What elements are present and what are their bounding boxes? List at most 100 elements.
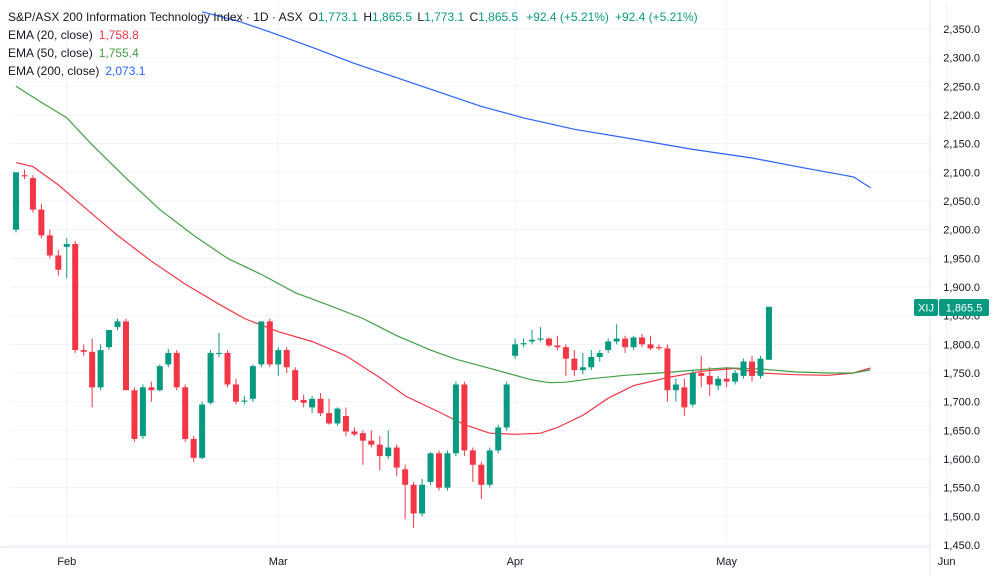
candle-body [520,343,527,345]
y-tick-label: 2,300.0 [943,53,980,65]
candle-body [478,464,485,485]
candle-body [38,209,45,236]
candle-body [258,321,265,365]
y-tick-label: 2,050.0 [943,196,980,208]
candle-body [495,427,502,451]
candle-body [249,366,256,399]
candle-body [512,344,519,356]
candle-body [554,345,561,348]
candle-body [402,469,409,485]
y-tick-label: 1,900.0 [943,282,980,294]
legend-ema-50[interactable]: EMA (50, close) 1,755.4 [8,44,698,62]
ema-200-value: 2,073.1 [105,64,146,78]
candle-body [46,235,53,256]
legend-ema-200[interactable]: EMA (200, close) 2,073.1 [8,62,698,80]
y-tick-label: 1,500.0 [943,511,980,523]
ohlc-close-value: 1,865.5 [478,10,519,24]
candle-body [385,447,392,457]
y-tick-label: 1,550.0 [943,483,980,495]
y-tick-label: 2,250.0 [943,81,980,93]
candle-body [148,387,155,391]
y-tick-label: 1,950.0 [943,253,980,265]
ohlc-low-value: 1,773.1 [424,10,465,24]
y-tick-label: 2,000.0 [943,225,980,237]
candle-body [529,339,536,342]
candle-body [55,255,62,270]
x-tick-label: Apr [507,556,524,568]
ohlc-high-value: 1,865.5 [372,10,413,24]
candle-body [165,352,172,365]
ema-200-label: EMA (200, close) [8,64,100,78]
candle-body [122,321,129,391]
candle-body [605,341,612,351]
candle-body [275,350,282,365]
candle-body [139,387,146,437]
candle-body [427,453,434,482]
x-axis: Feb Mar Apr May Jun [57,556,955,568]
y-tick-label: 1,650.0 [943,425,980,437]
legend-ema-20[interactable]: EMA (20, close) 1,758.8 [8,26,698,44]
candle-body [486,450,493,485]
ema-20-value: 1,758.8 [98,28,139,42]
legend-symbol-row[interactable]: S&P/ASX 200 Information Technology Index… [8,8,698,26]
y-tick-label: 2,200.0 [943,110,980,122]
chart-legend: S&P/ASX 200 Information Technology Index… [8,8,698,80]
candle-body [309,398,316,408]
ohlc-open-key: O [308,10,318,24]
candle-body [29,178,36,210]
candle-body [97,350,104,388]
candle-body [503,384,510,428]
candle-body [622,338,629,348]
candle-body [436,453,442,488]
candle-body [342,416,349,432]
candle-body [706,375,713,385]
candle-body [749,361,756,376]
ohlc-high-key: H [363,10,373,24]
candle-body [596,352,603,357]
candle-body [326,413,333,424]
candle-body [216,352,223,354]
ema-line [15,85,871,384]
candle-body [173,352,180,388]
candle-body [232,384,239,402]
candle-body [469,450,476,465]
candle-body [63,244,70,247]
candle-body [562,347,569,359]
candle-body [21,175,28,177]
ohlc-close-key: C [469,10,479,24]
x-tick-label: Mar [269,556,288,568]
y-tick-label: 1,800.0 [943,339,980,351]
candle-body [317,398,324,414]
x-tick-label: Jun [938,556,956,568]
candle-body [283,350,290,368]
candle-body [647,344,654,349]
y-tick-label: 1,750.0 [943,368,980,380]
candle-body [655,347,662,349]
candle-body [300,399,307,403]
candle-body [106,330,113,348]
price-change-secondary: +92.4 (+5.21%) [614,10,698,24]
candle-body [698,373,705,376]
candle-body [444,453,451,488]
price-badge: XIJ 1,865.5 [914,299,989,316]
candle-body [292,370,299,400]
candle-body [732,373,739,382]
candle-body [757,358,764,376]
y-tick-label: 2,100.0 [943,167,980,179]
y-tick-label: 1,700.0 [943,397,980,409]
candle-body [630,337,637,348]
ema-50-value: 1,755.4 [98,46,139,60]
candle-body [579,367,586,371]
symbol-title[interactable]: S&P/ASX 200 Information Technology Index… [8,10,303,24]
candle-body [359,433,366,441]
y-tick-label: 2,350.0 [943,24,980,36]
candle-body [689,373,696,405]
candle-body [393,447,400,468]
y-tick-label: 2,150.0 [943,139,980,151]
candle-body [461,384,468,451]
candle-body [224,352,231,385]
candle-body [199,404,206,458]
candle-body [376,444,383,457]
